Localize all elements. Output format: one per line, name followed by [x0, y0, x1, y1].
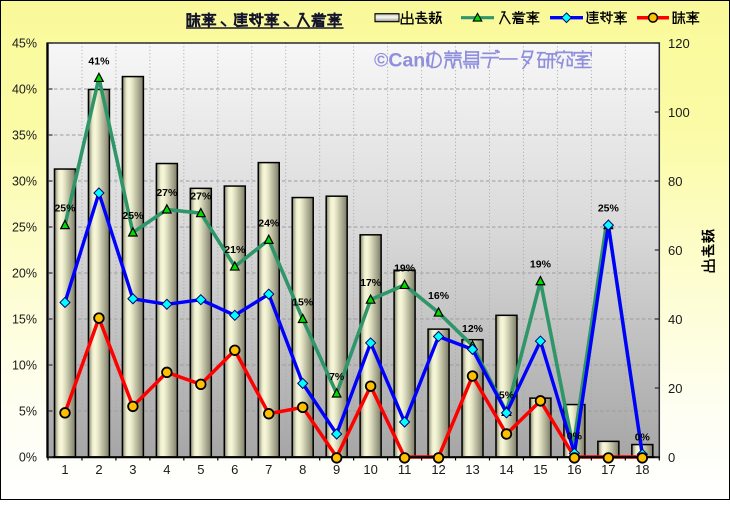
svg-text:0%: 0% — [635, 432, 651, 444]
svg-text:©Cani: ©Cani — [374, 50, 431, 72]
svg-text:100: 100 — [668, 105, 690, 120]
svg-text:7%: 7% — [329, 371, 345, 383]
svg-text:25%: 25% — [54, 203, 76, 215]
svg-text:16%: 16% — [428, 290, 450, 302]
svg-text:25%: 25% — [12, 221, 37, 235]
svg-text:19%: 19% — [530, 259, 552, 271]
svg-text:12: 12 — [431, 462, 445, 477]
svg-text:2: 2 — [95, 462, 102, 477]
svg-text:10%: 10% — [12, 359, 37, 373]
svg-text:0%: 0% — [19, 451, 37, 465]
svg-text:40%: 40% — [12, 83, 37, 97]
svg-text:12%: 12% — [462, 323, 484, 335]
svg-text:15%: 15% — [292, 296, 314, 308]
svg-text:27%: 27% — [156, 187, 178, 199]
svg-text:1: 1 — [61, 462, 68, 477]
svg-text:25%: 25% — [598, 203, 620, 215]
svg-text:3: 3 — [129, 462, 136, 477]
svg-text:10: 10 — [363, 462, 377, 477]
svg-text:120: 120 — [668, 36, 690, 51]
svg-text:19%: 19% — [394, 262, 416, 274]
svg-text:9: 9 — [333, 462, 340, 477]
svg-text:0%: 0% — [567, 431, 583, 443]
svg-text:80: 80 — [668, 174, 682, 189]
svg-text:13: 13 — [465, 462, 479, 477]
svg-text:25%: 25% — [122, 210, 144, 222]
svg-text:20: 20 — [668, 381, 682, 396]
svg-text:5%: 5% — [499, 389, 515, 401]
svg-text:60: 60 — [668, 243, 682, 258]
svg-text:5%: 5% — [19, 405, 37, 419]
svg-text:27%: 27% — [190, 191, 212, 203]
svg-text:14: 14 — [499, 462, 513, 477]
svg-text:15%: 15% — [12, 313, 37, 327]
svg-text:11: 11 — [398, 462, 412, 477]
svg-text:40: 40 — [668, 312, 682, 327]
svg-text:6: 6 — [231, 462, 238, 477]
svg-text:16: 16 — [567, 462, 581, 477]
svg-text:7: 7 — [265, 462, 272, 477]
svg-text:24%: 24% — [258, 217, 280, 229]
svg-text:5: 5 — [197, 462, 204, 477]
svg-text:17: 17 — [601, 462, 615, 477]
svg-text:15: 15 — [533, 462, 547, 477]
svg-text:41%: 41% — [88, 55, 110, 67]
svg-text:18: 18 — [635, 462, 649, 477]
svg-text:20%: 20% — [12, 267, 37, 281]
svg-text:45%: 45% — [12, 37, 37, 51]
svg-text:8: 8 — [299, 462, 306, 477]
svg-text:35%: 35% — [12, 129, 37, 143]
svg-text:30%: 30% — [12, 175, 37, 189]
svg-text:21%: 21% — [224, 244, 246, 256]
svg-text:0: 0 — [668, 450, 675, 465]
svg-text:4: 4 — [163, 462, 170, 477]
svg-text:17%: 17% — [360, 277, 382, 289]
